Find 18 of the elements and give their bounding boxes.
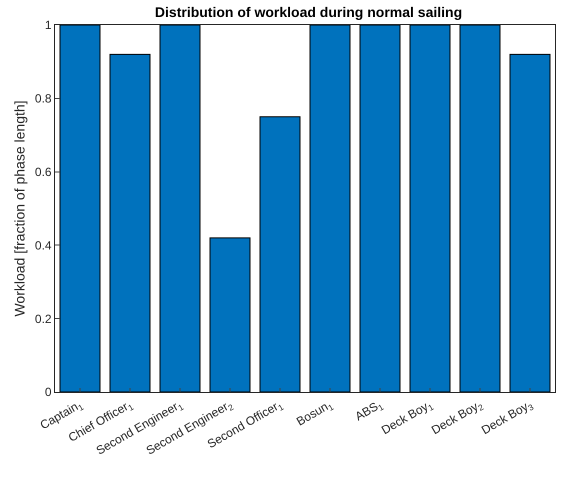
- bar: [210, 237, 250, 392]
- y-axis-title: Workload [fraction of phase length]: [12, 100, 28, 317]
- bar: [310, 25, 350, 392]
- y-tick-label: 0.2: [34, 312, 52, 326]
- bar: [510, 54, 550, 392]
- y-tick-label: 1: [44, 18, 52, 32]
- bar: [110, 54, 150, 392]
- y-tick-label: 0.8: [34, 92, 52, 106]
- bar: [410, 25, 450, 392]
- chart-title: Distribution of workload during normal sailing: [154, 4, 462, 20]
- y-tick-label: 0.4: [34, 238, 52, 252]
- bar: [160, 25, 200, 392]
- bar: [260, 116, 300, 392]
- y-tick-label: 0: [44, 385, 52, 400]
- y-tick-label: 0.6: [34, 165, 52, 179]
- bar: [60, 25, 100, 392]
- bar: [360, 25, 400, 392]
- bar: [460, 25, 500, 392]
